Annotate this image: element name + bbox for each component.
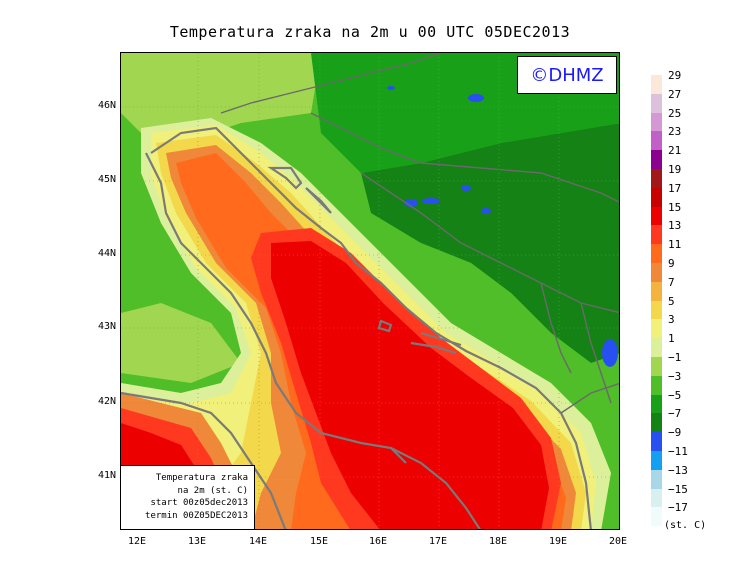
lon-label-17e: 17E <box>428 536 448 547</box>
legend-swatch <box>651 488 662 508</box>
legend-swatch <box>651 206 662 226</box>
legend-swatch <box>651 375 662 395</box>
legend-swatch <box>651 300 662 320</box>
legend-label: 5 <box>668 294 675 308</box>
lat-label-43n: 43N <box>97 321 116 332</box>
legend-swatch <box>651 187 662 207</box>
lon-label-12e: 12E <box>127 536 147 547</box>
legend-unit: (st. C) <box>664 520 707 531</box>
legend-label: −13 <box>668 463 688 477</box>
legend-label: 29 <box>668 69 682 82</box>
legend-swatch <box>651 451 662 470</box>
info-box: Temperatura zraka na 2m (st. C) start 00… <box>120 465 255 530</box>
lat-label-45n: 45N <box>97 174 116 185</box>
legend-label: −9 <box>668 426 682 440</box>
legend-swatch <box>651 357 662 376</box>
legend-swatch <box>651 169 662 188</box>
lon-label-15e: 15E <box>309 536 329 547</box>
legend-label: 27 <box>668 87 682 101</box>
map-title: Temperatura zraka na 2m u 00 UTC 05DEC20… <box>169 23 571 41</box>
dhmz-logo: ©DHMZ <box>517 56 617 94</box>
lon-label-14e: 14E <box>248 536 268 547</box>
legend-swatch <box>651 112 662 132</box>
legend-label: 9 <box>668 257 675 270</box>
lon-label-13e: 13E <box>187 536 207 547</box>
lat-label-46n: 46N <box>97 100 116 111</box>
info-line-4: termin 00Z05DEC2013 <box>145 510 248 521</box>
legend-label: 3 <box>668 313 675 327</box>
legend-label: −7 <box>668 407 682 421</box>
legend-swatch <box>651 263 662 282</box>
legend-swatch <box>651 131 662 151</box>
lon-label-16e: 16E <box>368 536 388 547</box>
info-line-3: start 00z05dec2013 <box>150 498 248 508</box>
legend-swatch <box>651 93 662 113</box>
legend-swatch <box>651 75 662 94</box>
legend-swatch <box>651 281 662 301</box>
legend-swatch <box>651 432 662 451</box>
lat-label-41n: 41N <box>97 470 116 481</box>
legend-label: 15 <box>668 200 682 214</box>
lon-label-20e: 20E <box>608 536 628 547</box>
legend-swatch <box>651 413 662 433</box>
legend-label: 7 <box>668 275 675 289</box>
info-line-1: Temperatura zraka <box>155 473 248 483</box>
legend-label: 25 <box>668 106 682 120</box>
legend-label: 21 <box>668 144 682 158</box>
lon-label-19e: 19E <box>548 536 568 547</box>
legend-swatch <box>651 319 662 339</box>
legend-label: −15 <box>668 482 688 496</box>
legend-label: −1 <box>668 351 682 364</box>
lat-label-44n: 44N <box>97 248 116 259</box>
lat-label-42n: 42N <box>97 396 116 407</box>
temperature-map <box>120 52 620 530</box>
legend-swatch <box>651 150 662 169</box>
legend-swatch <box>651 244 662 263</box>
legend-label: −17 <box>668 501 688 515</box>
legend-label: 11 <box>668 238 682 252</box>
legend-label: 1 <box>668 332 675 346</box>
legend-swatch <box>651 338 662 357</box>
legend-swatch <box>651 469 662 489</box>
legend-label: −3 <box>668 369 682 383</box>
legend-label: 17 <box>668 181 682 195</box>
legend-label: 23 <box>668 125 682 139</box>
legend-label: 19 <box>668 163 682 176</box>
legend-swatch <box>651 394 662 414</box>
legend-label: 13 <box>668 219 682 233</box>
legend-label: −11 <box>668 445 688 458</box>
legend-label: −5 <box>668 388 682 402</box>
legend-swatch <box>651 225 662 245</box>
legend-swatch <box>651 507 662 527</box>
info-line-2: na 2m (st. C) <box>177 485 248 496</box>
lon-label-18e: 18E <box>488 536 508 547</box>
